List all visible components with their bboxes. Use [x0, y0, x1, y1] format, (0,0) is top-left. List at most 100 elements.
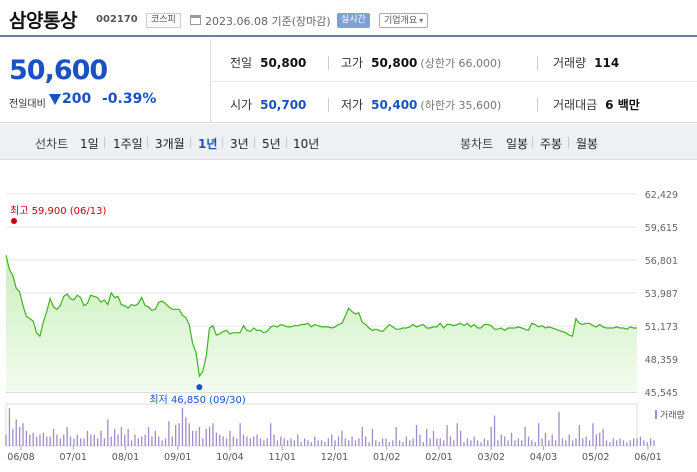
y-tick-label: 48,359 — [645, 355, 678, 366]
volume-bar — [137, 438, 140, 446]
change-percent: -0.39% — [102, 91, 157, 107]
stat-open: 시가 50,700 — [230, 96, 306, 113]
volume-bar — [551, 434, 553, 446]
volume-bar — [534, 442, 536, 446]
period-1y-tab[interactable]: 1년 — [198, 137, 218, 151]
volume-bar — [202, 438, 204, 446]
volume-bar — [575, 438, 577, 446]
stock-header: 삼양통상 002170 코스피 2023.06.08 기준(장마감) 실시간 기… — [0, 0, 697, 37]
volume-bar — [178, 423, 180, 446]
volume-bar — [595, 434, 597, 446]
candle-monthly-tab[interactable]: 월봉 — [576, 137, 599, 151]
volume-bar — [476, 440, 479, 446]
volume-bar — [538, 423, 540, 446]
volume-bar — [378, 442, 380, 446]
period-5y-tab[interactable]: 5년 — [262, 137, 281, 151]
line-chart-label: 선차트 — [35, 137, 69, 151]
stat-high: 고가 50,800 (상한가 66,000) — [341, 54, 501, 71]
volume-bar — [412, 438, 414, 446]
price-chart: 62,429 59,615 56,801 53,987 51,173 48,359 45,5… — [0, 160, 697, 472]
volume-bar — [171, 436, 173, 446]
volume-bar — [303, 438, 306, 446]
volume-bar — [568, 434, 570, 446]
market-badge: 코스피 — [146, 13, 181, 28]
volume-bar — [348, 440, 350, 446]
volume-bar — [639, 436, 642, 446]
volume-bar — [605, 440, 608, 446]
stat-low: 저가 50,400 (하한가 35,600) — [341, 96, 501, 113]
volume-bars — [5, 403, 655, 447]
volume-bar — [80, 438, 82, 446]
volume-bar — [371, 428, 374, 446]
volume-bar — [493, 415, 496, 446]
volume-bar — [12, 428, 14, 446]
x-tick-label: 05/02 — [582, 452, 609, 463]
volume-bar — [402, 442, 404, 446]
period-10y-tab[interactable]: 10년 — [293, 137, 320, 151]
volume-bar — [151, 436, 153, 446]
volume-bar — [229, 430, 231, 446]
volume-bar — [436, 438, 438, 446]
candle-daily-tab[interactable]: 일봉 — [506, 137, 529, 151]
upper-limit: (상한가 66,000) — [420, 57, 502, 70]
volume-legend-label: 거래량 — [660, 409, 685, 421]
volume-bar — [73, 438, 75, 446]
volume-bar — [541, 438, 543, 446]
stat-label: 저가 — [341, 98, 364, 112]
x-tick-label: 12/01 — [321, 452, 348, 463]
period-3m-tab[interactable]: 3개월 — [155, 137, 185, 151]
candle-weekly-tab[interactable]: 주봉 — [540, 137, 563, 151]
volume-bar — [113, 428, 116, 446]
volume-bar — [32, 432, 34, 446]
period-1d-tab[interactable]: 1일 — [80, 137, 99, 151]
lower-limit: (하한가 35,600) — [420, 99, 502, 112]
stat-label: 거래대금 — [553, 98, 598, 112]
volume-bar — [561, 438, 564, 446]
period-3y-tab[interactable]: 3년 — [230, 137, 249, 151]
volume-bar — [273, 434, 275, 446]
volume-bar — [649, 438, 652, 446]
period-1w-tab[interactable]: 1주일 — [113, 137, 143, 151]
volume-bar — [242, 434, 245, 446]
volume-bar — [521, 440, 523, 446]
high-marker — [11, 218, 17, 224]
volume-bar — [588, 440, 591, 446]
stat-trade-value: 거래대금 6 백만 — [553, 96, 640, 113]
volume-bar — [456, 423, 458, 446]
change-amount: 200 — [62, 91, 92, 107]
volume-bar — [609, 442, 611, 446]
divider — [104, 137, 105, 148]
volume-bar — [300, 442, 302, 446]
stat-label: 전일 — [230, 56, 253, 70]
volume-bar — [473, 436, 475, 446]
x-tick-label: 10/04 — [216, 452, 243, 463]
volume-bar — [276, 440, 279, 446]
low-label: 최저 46,850 (09/30) — [149, 394, 245, 406]
volume-bar — [8, 408, 11, 446]
volume-bar — [188, 423, 190, 446]
x-tick-label: 08/01 — [112, 452, 139, 463]
divider — [147, 137, 148, 148]
volume-bar — [175, 425, 177, 446]
volume-bar — [253, 436, 255, 446]
stat-value: 6 백만 — [605, 98, 640, 112]
x-tick-label: 01/02 — [373, 452, 400, 463]
y-tick-label: 59,615 — [645, 223, 678, 234]
volume-bar — [334, 440, 336, 446]
volume-bar — [592, 423, 594, 446]
volume-bar — [147, 427, 150, 446]
realtime-button[interactable]: 실시간 — [337, 13, 370, 28]
divider — [210, 39, 211, 123]
period-selector: 선차트 1일 1주일 3개월 1년 3년 5년 10년 봉차트 일봉 주봉 월봉 — [0, 124, 697, 160]
volume-bar — [35, 436, 38, 446]
volume-bar — [643, 440, 645, 446]
volume-bar — [351, 436, 353, 446]
volume-bar — [531, 440, 533, 446]
volume-bar — [52, 428, 55, 446]
corp-info-dropdown[interactable]: 기업개요 ▾ — [379, 13, 429, 28]
volume-bar — [422, 442, 424, 446]
volume-bar — [29, 434, 31, 446]
volume-bar — [324, 442, 326, 446]
volume-bar — [446, 425, 448, 446]
volume-bar — [358, 438, 360, 446]
